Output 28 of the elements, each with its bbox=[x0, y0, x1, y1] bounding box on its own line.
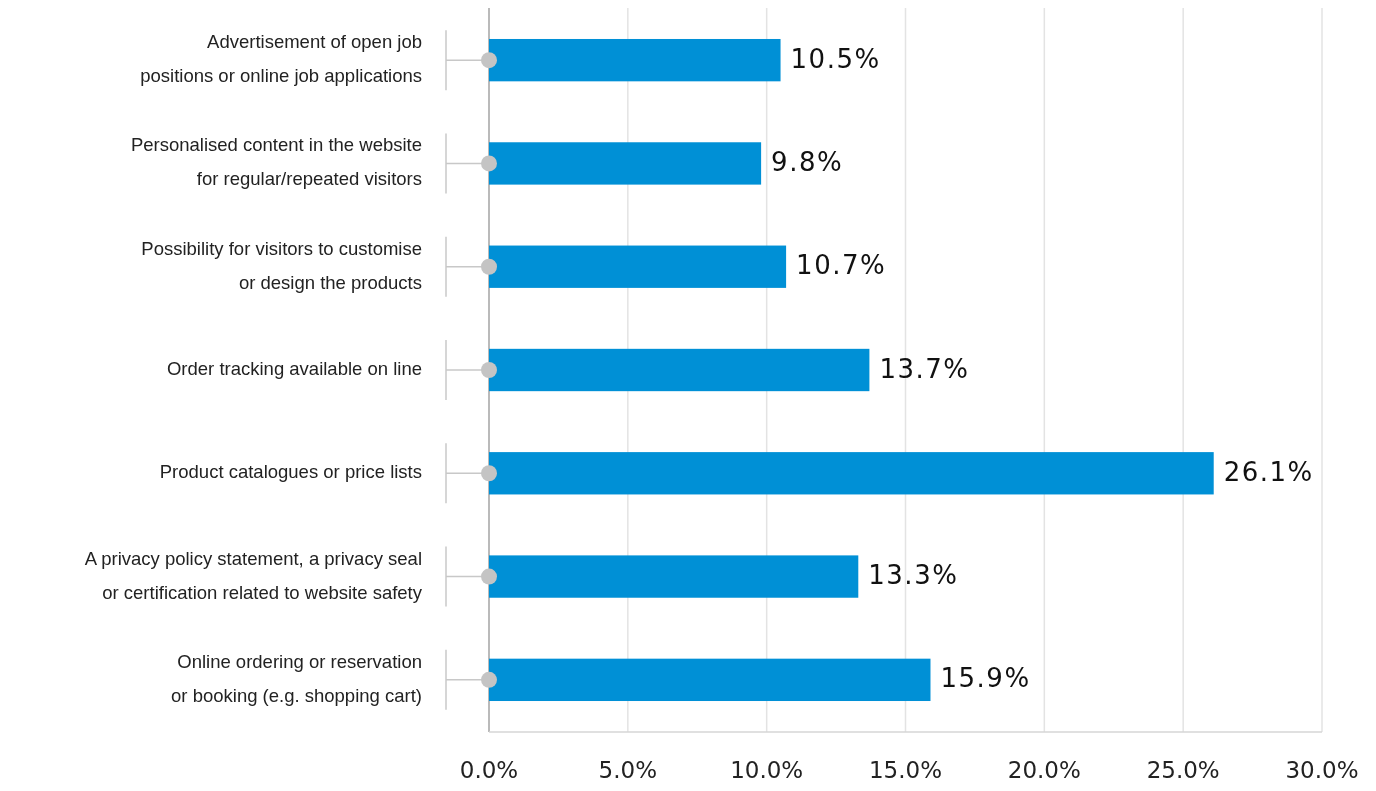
data-label: 10.7% bbox=[796, 250, 887, 281]
data-label: 15.9% bbox=[940, 663, 1031, 694]
data-label: 26.1% bbox=[1223, 456, 1314, 487]
y-tick-label: Possibility for visitors to customise or design the products bbox=[141, 237, 422, 293]
y-tick-label: Online ordering or reservation or booking (e.g. shopping cart) bbox=[171, 650, 422, 706]
y-tick-label: Order tracking available on line bbox=[166, 357, 422, 379]
x-tick-label: 30.0% bbox=[1285, 757, 1359, 783]
bar bbox=[489, 142, 762, 185]
data-label: 13.7% bbox=[879, 353, 970, 384]
bar bbox=[489, 555, 859, 598]
y-tick-label: Product catalogues or price lists bbox=[159, 461, 422, 483]
x-tick-label: 25.0% bbox=[1146, 757, 1220, 783]
y-tick-label: Personalised content in the website for regular/repeated visitors bbox=[130, 134, 422, 190]
bar bbox=[489, 348, 870, 392]
data-label: 13.3% bbox=[868, 560, 959, 591]
x-tick-label: 15.0% bbox=[868, 757, 943, 783]
y-tick-label: Advertisement of open job positions or online job applications bbox=[140, 31, 422, 87]
bar bbox=[489, 658, 931, 702]
data-label: 10.5% bbox=[790, 43, 881, 74]
data-label: 9.8% bbox=[771, 146, 844, 177]
x-tick-label: 20.0% bbox=[1007, 757, 1081, 783]
x-tick-label: 5.0% bbox=[598, 757, 658, 783]
x-tick-label: 0.0% bbox=[459, 757, 519, 783]
bar bbox=[489, 245, 787, 288]
x-tick-label: 10.0% bbox=[730, 757, 804, 783]
y-tick-label: A privacy policy statement, a privacy seal or certification related to website safety bbox=[84, 547, 423, 603]
bar bbox=[489, 452, 1214, 495]
bar bbox=[489, 38, 781, 82]
